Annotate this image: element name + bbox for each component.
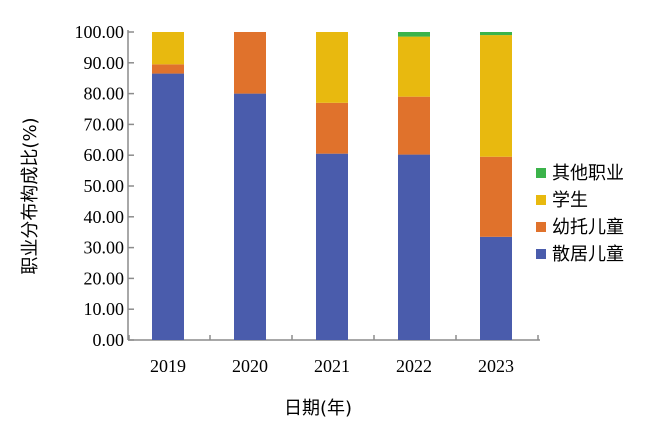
y-tick-label: 100.00 — [75, 22, 125, 42]
legend-swatch — [536, 195, 546, 205]
legend-label: 其他职业 — [552, 163, 624, 184]
bar-segment — [398, 32, 430, 37]
x-tick-label: 2021 — [314, 356, 350, 376]
bar-segment — [234, 93, 266, 340]
y-tick-label: 90.00 — [84, 53, 125, 73]
bar-segment — [398, 96, 430, 155]
bar-segment — [152, 64, 184, 74]
bar-segments — [152, 32, 512, 340]
legend-swatch — [536, 168, 546, 178]
y-tick-label: 40.00 — [84, 207, 125, 227]
bar-segment — [398, 36, 430, 97]
bar-segment — [480, 32, 512, 36]
x-axis-ticks: 2019 2020 2021 2022 2023 — [128, 335, 539, 376]
bar-segment — [316, 102, 348, 154]
bar-segment — [480, 35, 512, 157]
x-tick-label: 2022 — [396, 356, 432, 376]
x-tick-label: 2023 — [478, 356, 514, 376]
y-tick-label: 10.00 — [84, 299, 125, 319]
bar-segment — [480, 236, 512, 340]
y-tick-label: 50.00 — [84, 176, 125, 196]
bar-segment — [234, 32, 266, 94]
bar-segment — [316, 153, 348, 340]
x-axis-title: 日期(年) — [284, 398, 352, 419]
legend-label: 幼托儿童 — [552, 217, 624, 238]
legend-label: 学生 — [552, 190, 588, 211]
bar-segment — [152, 73, 184, 340]
bar-segment — [480, 156, 512, 237]
y-axis-ticks: 0.00 10.00 20.00 30.00 40.00 50.00 60.00 70.00 8… — [75, 22, 134, 350]
bar-segment — [398, 154, 430, 340]
bar-segment — [316, 32, 348, 103]
y-axis-title: 职业分布构成比(%) — [20, 117, 41, 274]
y-tick-label: 20.00 — [84, 268, 125, 288]
x-tick-label: 2019 — [150, 356, 186, 376]
legend-swatch — [536, 222, 546, 232]
y-tick-label: 60.00 — [84, 145, 125, 165]
y-tick-label: 0.00 — [93, 330, 125, 350]
y-tick-label: 70.00 — [84, 114, 125, 134]
legend-swatch — [536, 249, 546, 259]
y-tick-label: 80.00 — [84, 84, 125, 104]
y-tick-label: 30.00 — [84, 238, 125, 258]
bar-segment — [152, 32, 184, 65]
x-tick-label: 2020 — [232, 356, 268, 376]
legend-label: 散居儿童 — [552, 244, 624, 265]
